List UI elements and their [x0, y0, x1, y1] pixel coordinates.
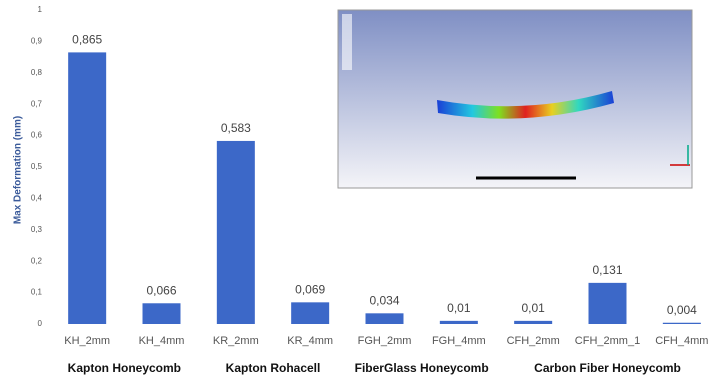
- bar: [366, 313, 404, 324]
- value-label: 0,131: [592, 263, 622, 277]
- value-label: 0,069: [295, 283, 325, 297]
- x-tick-label: CFH_4mm: [655, 335, 708, 347]
- x-tick-label: FGH_2mm: [358, 335, 412, 347]
- y-tick-label: 0,8: [31, 68, 43, 77]
- bar: [440, 321, 478, 324]
- value-label: 0,865: [72, 33, 102, 47]
- y-tick-label: 0,1: [31, 288, 43, 297]
- y-tick-label: 0,5: [31, 162, 43, 171]
- value-label: 0,01: [521, 301, 545, 315]
- inset-legend: [342, 14, 352, 70]
- bar: [514, 321, 552, 324]
- y-tick-label: 0,3: [31, 225, 43, 234]
- bar: [291, 302, 329, 324]
- group-label: Kapton Rohacell: [226, 361, 321, 375]
- x-tick-label: KR_2mm: [213, 335, 259, 347]
- y-tick-label: 1: [38, 5, 43, 14]
- bar: [68, 52, 106, 324]
- value-label: 0,004: [667, 303, 697, 317]
- y-axis-label: Max Deformation (mm): [13, 116, 24, 224]
- y-tick-label: 0,4: [31, 194, 43, 203]
- chart: Max Deformation (mm) 0 0,1 0,2 0,3 0,4 0,5 0,6…: [0, 0, 714, 382]
- x-tick-label: FGH_4mm: [432, 335, 486, 347]
- bar: [217, 141, 255, 324]
- inset-frame: [338, 10, 692, 188]
- value-label: 0,034: [369, 293, 399, 307]
- x-tick-label: CFH_2mm_1: [575, 335, 640, 347]
- group-label: Kapton Honeycomb: [68, 361, 181, 375]
- x-tick-label: CFH_2mm: [507, 335, 560, 347]
- inset-simulation-image: [338, 10, 692, 188]
- y-tick-label: 0,7: [31, 99, 43, 108]
- y-tick-label: 0,2: [31, 256, 43, 265]
- y-tick-label: 0: [38, 319, 43, 328]
- x-tick-label: KR_4mm: [287, 335, 333, 347]
- y-tick-label: 0,9: [31, 37, 43, 46]
- group-label: Carbon Fiber Honeycomb: [534, 361, 681, 375]
- bar: [663, 323, 701, 324]
- value-label: 0,583: [221, 121, 251, 135]
- x-tick-label: KH_2mm: [64, 335, 110, 347]
- x-tick-label: KH_4mm: [139, 335, 185, 347]
- y-tick-label: 0,6: [31, 131, 43, 140]
- group-label: FiberGlass Honeycomb: [355, 361, 489, 375]
- bar: [143, 303, 181, 324]
- bar: [589, 283, 627, 324]
- value-label: 0,01: [447, 301, 471, 315]
- value-label: 0,066: [146, 283, 176, 297]
